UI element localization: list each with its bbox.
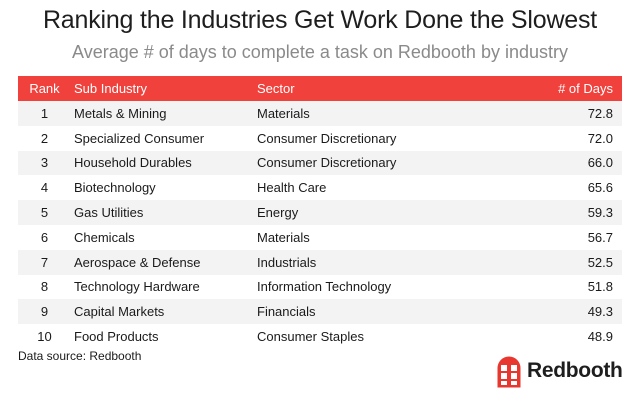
redbooth-logo-icon xyxy=(497,356,521,388)
cell-days: 56.7 xyxy=(517,224,622,250)
cell-days: 72.8 xyxy=(517,101,622,126)
table-row: 5 Gas Utilities Energy 59.3 xyxy=(18,200,622,225)
cell-days: 72.0 xyxy=(517,125,622,151)
cell-sector: Health Care xyxy=(257,175,517,201)
cell-sector: Energy xyxy=(257,200,517,225)
cell-sub-industry: Capital Markets xyxy=(71,299,257,325)
cell-sub-industry: Chemicals xyxy=(71,224,257,250)
cell-sub-industry: Aerospace & Defense xyxy=(71,249,257,275)
cell-sub-industry: Metals & Mining xyxy=(71,101,257,126)
table-row: 1 Metals & Mining Materials 72.8 xyxy=(18,101,622,126)
cell-rank: 9 xyxy=(18,299,71,325)
table-row: 4 Biotechnology Health Care 65.6 xyxy=(18,175,622,201)
column-header-sub-industry: Sub Industry xyxy=(71,76,257,101)
chart-subtitle: Average # of days to complete a task on … xyxy=(72,42,568,62)
cell-sub-industry: Biotechnology xyxy=(71,175,257,201)
table-row: 6 Chemicals Materials 56.7 xyxy=(18,224,622,250)
cell-days: 52.5 xyxy=(517,249,622,275)
table-row: 7 Aerospace & Defense Industrials 52.5 xyxy=(18,249,622,275)
cell-sector: Information Technology xyxy=(257,274,517,300)
cell-sub-industry: Technology Hardware xyxy=(71,274,257,300)
cell-days: 59.3 xyxy=(517,200,622,225)
table-row: 2 Specialized Consumer Consumer Discretion… xyxy=(18,125,622,151)
data-source-note: Data source: Redbooth xyxy=(18,349,142,363)
cell-sector: Materials xyxy=(257,101,517,126)
cell-rank: 3 xyxy=(18,150,71,176)
column-header-days: # of Days xyxy=(517,76,622,101)
cell-rank: 4 xyxy=(18,175,71,201)
cell-rank: 5 xyxy=(18,200,71,225)
cell-rank: 6 xyxy=(18,224,71,250)
table-header-row: Rank Sub Industry Sector # of Days xyxy=(18,76,622,101)
table-row: 9 Capital Markets Financials 49.3 xyxy=(18,299,622,325)
cell-days: 51.8 xyxy=(517,274,622,300)
cell-rank: 1 xyxy=(18,101,71,126)
cell-sub-industry: Household Durables xyxy=(71,150,257,176)
redbooth-logo-text: Redbooth xyxy=(527,359,623,382)
chart-title: Ranking the Industries Get Work Done the… xyxy=(42,6,598,34)
table-row: 8 Technology Hardware Information Technolo… xyxy=(18,274,622,300)
cell-days: 49.3 xyxy=(517,299,622,325)
cell-sector: Consumer Discretionary xyxy=(257,150,517,176)
cell-sub-industry: Specialized Consumer xyxy=(71,125,257,151)
column-header-sector: Sector xyxy=(257,76,517,101)
table-row: 3 Household Durables Consumer Discretionar… xyxy=(18,150,622,176)
cell-rank: 8 xyxy=(18,274,71,300)
cell-sub-industry: Gas Utilities xyxy=(71,200,257,225)
cell-rank: 2 xyxy=(18,125,71,151)
cell-sector: Consumer Discretionary xyxy=(257,125,517,151)
cell-sector: Consumer Staples xyxy=(257,324,517,349)
cell-rank: 7 xyxy=(18,249,71,275)
cell-sub-industry: Food Products xyxy=(71,324,257,349)
ranking-table: Rank Sub Industry Sector # of Days 1 Meta… xyxy=(18,76,622,349)
table-row: 10 Food Products Consumer Staples 48.9 xyxy=(18,324,622,349)
cell-days: 66.0 xyxy=(517,150,622,176)
cell-days: 48.9 xyxy=(517,324,622,349)
table-body: 1 Metals & Mining Materials 72.8 2 Specialize… xyxy=(18,101,622,349)
cell-sector: Industrials xyxy=(257,249,517,275)
cell-sector: Materials xyxy=(257,224,517,250)
cell-days: 65.6 xyxy=(517,175,622,201)
cell-sector: Financials xyxy=(257,299,517,325)
column-header-rank: Rank xyxy=(18,76,71,101)
cell-rank: 10 xyxy=(18,324,71,349)
